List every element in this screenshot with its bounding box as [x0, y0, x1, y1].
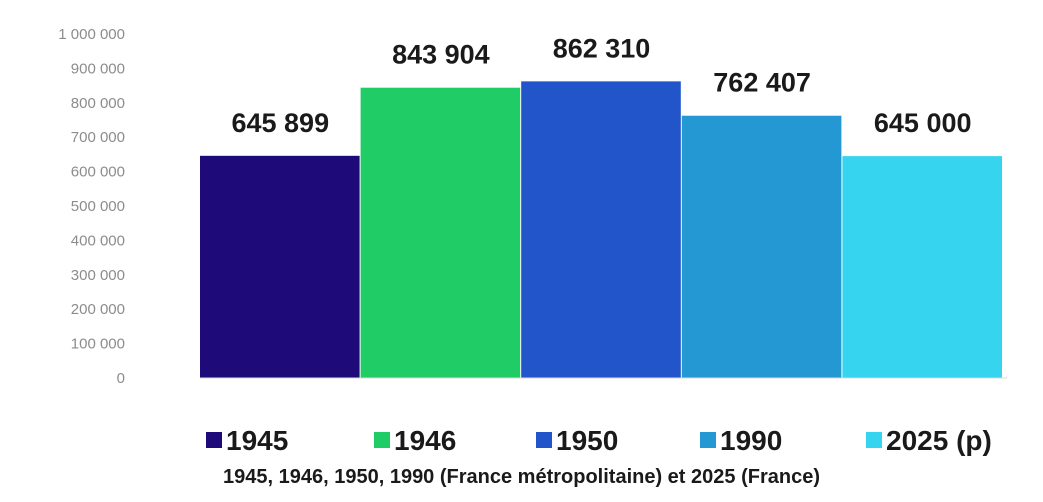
y-tick-label: 600 000 — [71, 164, 125, 181]
data-label: 843 904 — [392, 40, 490, 70]
bars — [200, 81, 1002, 378]
legend-swatch — [866, 432, 882, 448]
y-tick-label: 200 000 — [71, 301, 125, 318]
data-labels: 645 899 843 904 862 310 762 407 645 000 — [231, 33, 971, 138]
legend-label: 1990 — [720, 425, 782, 456]
y-tick-label: 900 000 — [71, 60, 125, 77]
y-tick-label: 1 000 000 — [58, 26, 125, 43]
y-tick-label: 500 000 — [71, 198, 125, 215]
legend-swatch — [206, 432, 222, 448]
bar-2025p — [842, 156, 1002, 378]
legend-label: 1945 — [226, 425, 288, 456]
y-tick-label: 400 000 — [71, 232, 125, 249]
legend-swatch — [536, 432, 552, 448]
legend: 1945 1946 1950 1990 2025 (p) — [206, 425, 992, 456]
legend-label: 1950 — [556, 425, 618, 456]
y-tick-label: 800 000 — [71, 95, 125, 112]
bar-1990 — [681, 115, 842, 378]
data-label: 862 310 — [553, 33, 651, 63]
legend-swatch — [374, 432, 390, 448]
data-label: 645 899 — [231, 108, 329, 138]
bar-1946 — [360, 87, 521, 378]
data-label: 762 407 — [713, 68, 811, 98]
y-tick-label: 0 — [117, 370, 125, 387]
legend-swatch — [700, 432, 716, 448]
bar-chart: 0 100 000 200 000 300 000 400 000 500 000 600 … — [58, 26, 1007, 456]
legend-label: 1946 — [394, 425, 456, 456]
legend-label: 2025 (p) — [886, 425, 992, 456]
y-tick-label: 300 000 — [71, 267, 125, 284]
y-tick-label: 700 000 — [71, 129, 125, 146]
y-tick-label: 100 000 — [71, 336, 125, 353]
bar-1950 — [521, 81, 681, 378]
y-axis: 0 100 000 200 000 300 000 400 000 500 000 600 … — [58, 26, 125, 387]
bar-1945 — [200, 155, 360, 378]
data-label: 645 000 — [874, 108, 972, 138]
chart-caption: 1945, 1946, 1950, 1990 (France métropoli… — [223, 466, 820, 488]
